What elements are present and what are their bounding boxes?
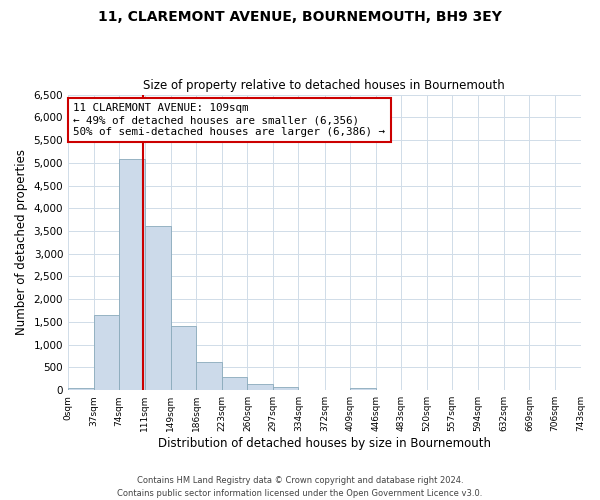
- Bar: [145, 226, 171, 390]
- Bar: [171, 326, 196, 390]
- Bar: [68, 388, 94, 390]
- Bar: [196, 362, 222, 390]
- Text: Contains HM Land Registry data © Crown copyright and database right 2024.
Contai: Contains HM Land Registry data © Crown c…: [118, 476, 482, 498]
- Y-axis label: Number of detached properties: Number of detached properties: [15, 150, 28, 336]
- X-axis label: Distribution of detached houses by size in Bournemouth: Distribution of detached houses by size …: [158, 437, 491, 450]
- Bar: [222, 376, 247, 390]
- Bar: [119, 159, 145, 390]
- Text: 11, CLAREMONT AVENUE, BOURNEMOUTH, BH9 3EY: 11, CLAREMONT AVENUE, BOURNEMOUTH, BH9 3…: [98, 10, 502, 24]
- Bar: [273, 388, 298, 390]
- Bar: [94, 315, 119, 390]
- Title: Size of property relative to detached houses in Bournemouth: Size of property relative to detached ho…: [143, 79, 505, 92]
- Text: 11 CLAREMONT AVENUE: 109sqm
← 49% of detached houses are smaller (6,356)
50% of : 11 CLAREMONT AVENUE: 109sqm ← 49% of det…: [73, 104, 385, 136]
- Bar: [350, 388, 376, 390]
- Bar: [247, 384, 273, 390]
